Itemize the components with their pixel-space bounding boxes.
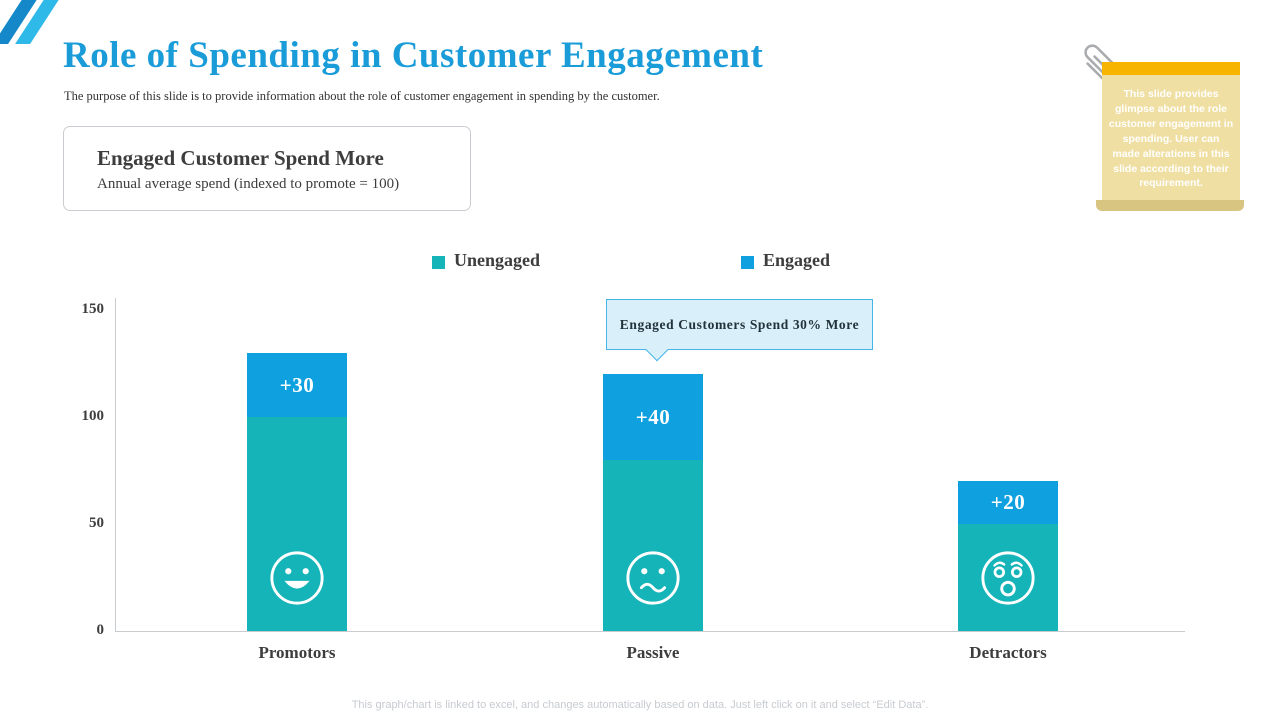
legend-label: Engaged: [763, 250, 831, 270]
legend-item-unengaged: Unengaged: [432, 250, 540, 271]
shocked-face-icon: [979, 549, 1037, 607]
bar-passive[interactable]: +40: [603, 374, 703, 631]
legend-item-engaged: Engaged: [741, 250, 830, 271]
bar-value-label: +40: [635, 404, 671, 429]
bar-segment-unengaged: [603, 460, 703, 631]
bar-value-label: +30: [279, 372, 315, 397]
y-tick-label: 50: [89, 515, 104, 531]
y-tick-label: 0: [96, 622, 105, 638]
brand-logo: [0, 0, 72, 44]
legend-label: Unengaged: [454, 250, 541, 270]
bar-value-label: +20: [990, 490, 1026, 514]
y-tick-label: 100: [81, 408, 105, 424]
x-axis-line: [115, 631, 1185, 632]
x-category-label: Detractors: [969, 643, 1047, 662]
chart-subtitle: Annual average spend (indexed to promote…: [97, 176, 400, 192]
page-subtitle: The purpose of this slide is to provide …: [64, 89, 660, 103]
confused-face-icon: [624, 549, 682, 607]
legend-swatch-unengaged-icon: [432, 255, 445, 269]
chart-annotation-text: Engaged Customers Spend 30% More: [619, 316, 860, 332]
page-title: Role of Spending in Customer Engagement: [63, 35, 764, 76]
y-axis-line: [115, 298, 116, 631]
chart-title: Engaged Customer Spend More: [97, 146, 384, 170]
bar-detractors[interactable]: +20: [958, 481, 1058, 631]
legend-swatch-engaged-icon: [741, 255, 754, 269]
sticky-note-header: [1102, 62, 1240, 75]
bar-promotors[interactable]: +30: [247, 353, 347, 631]
bar-segment-engaged: +30: [247, 353, 347, 417]
bar-segment-engaged: +40: [603, 374, 703, 460]
sticky-note-text: This slide provides glimpse about the ro…: [1108, 88, 1234, 190]
x-category-label: Passive: [626, 643, 680, 662]
bar-segment-unengaged: [958, 524, 1058, 631]
bar-segment-engaged: +20: [958, 481, 1058, 524]
callout-pointer-icon: [645, 338, 669, 362]
footer-note: This graph/chart is linked to excel, and…: [351, 699, 929, 711]
x-category-label: Promotors: [258, 643, 336, 662]
bar-segment-unengaged: [247, 417, 347, 631]
sticky-note: This slide provides glimpse about the ro…: [1102, 62, 1240, 206]
chart-annotation-callout: Engaged Customers Spend 30% More: [606, 299, 873, 362]
chart-title-box: Engaged Customer Spend More Annual avera…: [63, 126, 471, 211]
happy-face-icon: [268, 549, 326, 607]
sticky-note-shadow: [1096, 200, 1244, 211]
y-tick-label: 150: [81, 301, 105, 317]
